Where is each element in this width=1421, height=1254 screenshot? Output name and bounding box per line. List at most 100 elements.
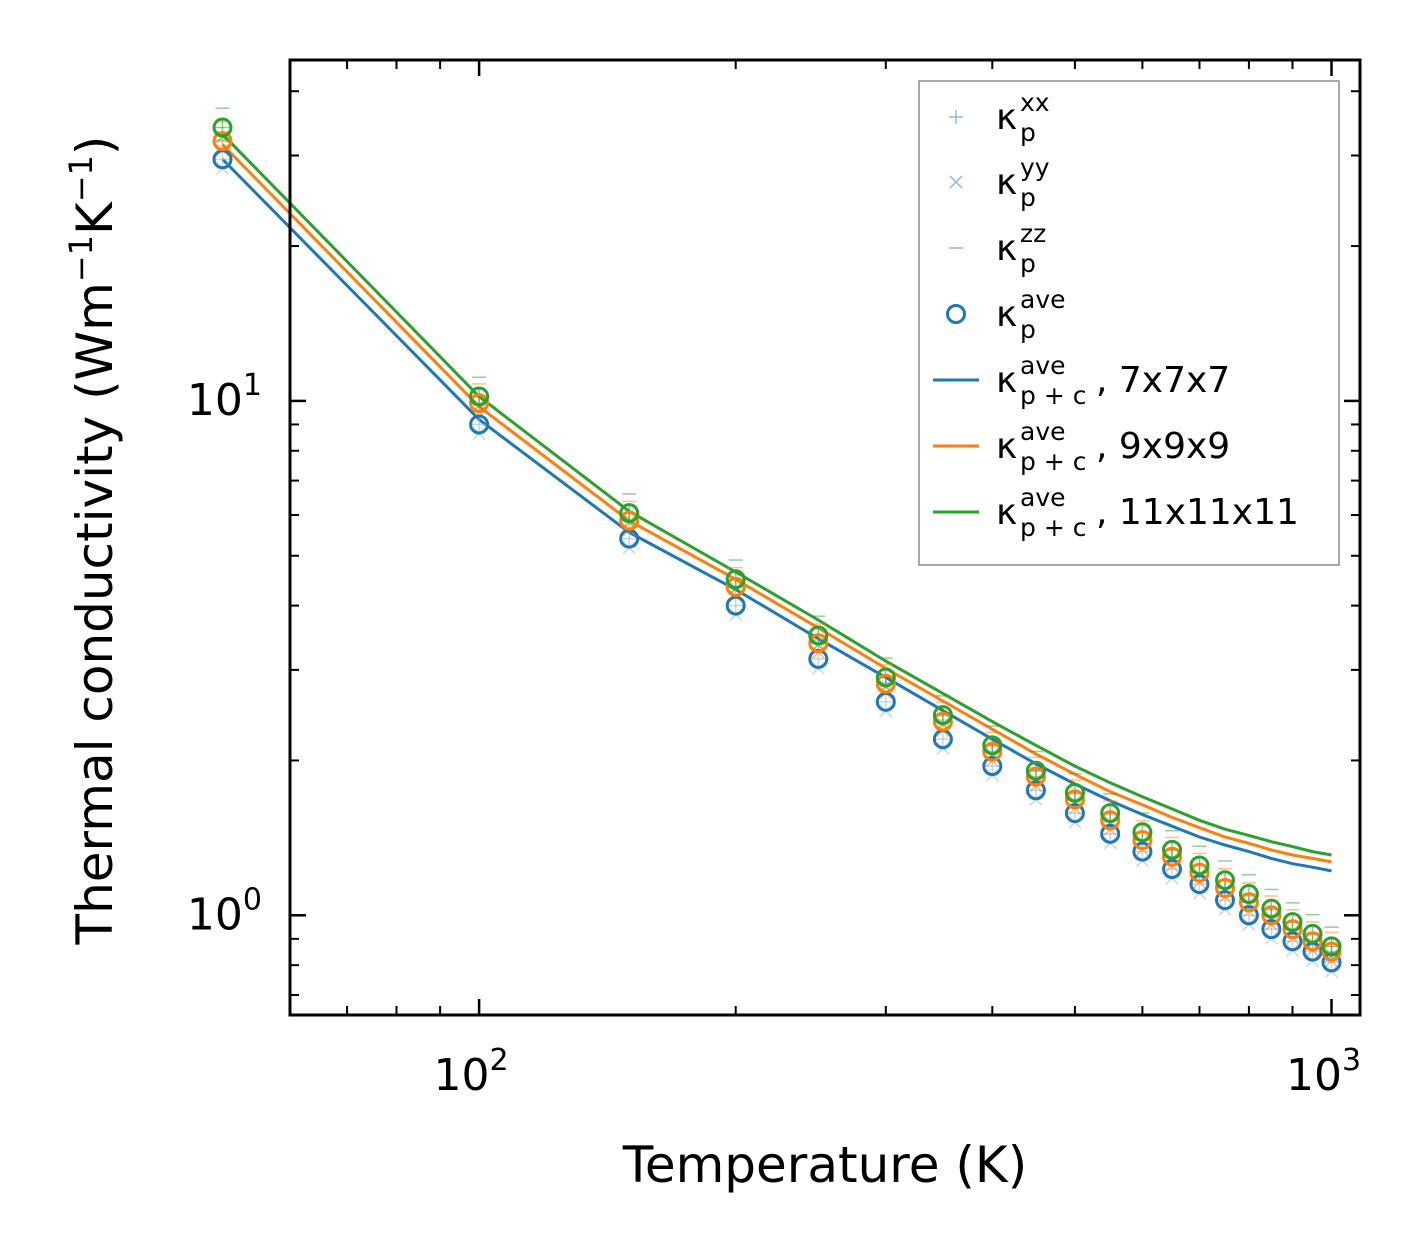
legend-superscript: ave: [1020, 417, 1066, 446]
marker-kave-9x9x9: [1162, 846, 1183, 867]
marker-kave-11x11x11: [1302, 923, 1323, 944]
legend-entry-1: κ yyp: [949, 153, 1050, 212]
legend-handle-cross: [949, 175, 963, 189]
legend-superscript: yy: [1020, 153, 1050, 182]
marker-kave-11x11x11: [1282, 912, 1303, 933]
x-tick-base: 10: [1286, 1050, 1342, 1101]
x-tick-exponent: 3: [1342, 1043, 1361, 1078]
marker-kave-9x9x9: [1238, 892, 1259, 913]
legend-suffix: , 7x7x7: [1096, 360, 1230, 401]
x-tick-base: 10: [434, 1050, 490, 1101]
legend-superscript: xx: [1020, 88, 1050, 117]
marker-kave-9x9x9: [1302, 931, 1323, 952]
series-line-9x9x9: [221, 143, 1332, 864]
marker-kave-7x7x7: [1282, 931, 1303, 952]
legend-label: κ: [996, 228, 1017, 269]
marker-kave-9x9x9: [932, 711, 953, 732]
marker-kave-7x7x7: [469, 414, 490, 435]
y-tick-label: 101: [187, 368, 262, 426]
marker-kave-9x9x9: [1261, 905, 1282, 926]
marker-kave-7x7x7: [1064, 803, 1085, 824]
legend-subscript: p: [1020, 118, 1036, 147]
marker-kave-7x7x7: [725, 595, 746, 616]
marker-kave-11x11x11: [808, 625, 829, 646]
legend-superscript: ave: [1020, 351, 1066, 380]
legend-suffix: , 11x11x11: [1096, 492, 1299, 533]
marker-kave-11x11x11: [1100, 803, 1121, 824]
marker-kave-9x9x9: [1215, 877, 1236, 898]
marker-kave-7x7x7: [1132, 841, 1153, 862]
marker-kave-11x11x11: [875, 667, 896, 688]
data-layer: [212, 107, 1342, 979]
marker-kave-11x11x11: [1162, 839, 1183, 860]
legend-subscript: p: [1020, 315, 1036, 344]
marker-kave-11x11x11: [1025, 760, 1046, 781]
legend-label: κ: [996, 426, 1017, 467]
y-tick-base: 10: [187, 375, 243, 426]
marker-kave-11x11x11: [619, 503, 640, 524]
marker-kave-7x7x7: [1189, 874, 1210, 895]
marker-kave-11x11x11: [1215, 870, 1236, 891]
legend-subscript: p: [1020, 183, 1036, 212]
marker-kave-9x9x9: [1132, 830, 1153, 851]
y-tick-exponent: 1: [243, 368, 262, 403]
y-axis-title-end: ): [66, 136, 124, 156]
legend-subscript: p + c: [1020, 447, 1086, 476]
legend-kappa: κ: [996, 228, 1017, 269]
marker-kave-11x11x11: [1132, 822, 1153, 843]
legend-label: κ: [996, 492, 1017, 533]
marker-kave-11x11x11: [212, 117, 233, 138]
marker-kave-11x11x11: [1261, 898, 1282, 919]
marker-kave-7x7x7: [982, 756, 1003, 777]
y-axis-title-mid: K: [66, 201, 124, 235]
legend-label: κ: [996, 360, 1017, 401]
series-line-11x11x11: [221, 133, 1332, 857]
marker-kave-9x9x9: [212, 131, 233, 152]
y-axis-title-main: Thermal conductivity (Wm: [66, 282, 124, 945]
marker-kave-11x11x11: [725, 569, 746, 590]
legend-entry-0: κ xxp: [949, 88, 1050, 147]
marker-kave-7x7x7: [1162, 859, 1183, 880]
marker-kave-7x7x7: [1238, 905, 1259, 926]
marker-kave-9x9x9: [619, 510, 640, 531]
marker-kave-9x9x9: [1282, 919, 1303, 940]
y-axis-title-exp1: −1: [62, 235, 100, 282]
marker-kave-11x11x11: [932, 705, 953, 726]
marker-kave-9x9x9: [1189, 862, 1210, 883]
marker-kave-7x7x7: [1261, 919, 1282, 940]
marker-kave-9x9x9: [982, 741, 1003, 762]
legend-label: κ: [996, 162, 1017, 203]
legend-superscript: zz: [1020, 219, 1046, 248]
marker-kave-11x11x11: [1189, 855, 1210, 876]
legend-label: κ: [996, 97, 1017, 138]
plot-area-frame: [288, 58, 1362, 1017]
x-axis-title: Temperature (K): [622, 1136, 1027, 1194]
x-tick-label: 102: [434, 1043, 509, 1101]
legend-frame: [918, 80, 1340, 566]
marker-kave-9x9x9: [1025, 766, 1046, 787]
marker-kave-7x7x7: [1215, 890, 1236, 911]
legend-label: κ: [996, 294, 1017, 335]
x-tick-label: 103: [1286, 1043, 1361, 1101]
legend-suffix: , 9x9x9: [1096, 426, 1230, 467]
marker-kave-11x11x11: [469, 386, 490, 407]
legend-kappa: κ: [996, 162, 1017, 203]
legend-kappa: κ: [996, 360, 1017, 401]
marker-kave-11x11x11: [1064, 782, 1085, 803]
marker-kave-7x7x7: [1025, 780, 1046, 801]
marker-kave-9x9x9: [875, 673, 896, 694]
legend-kappa: κ: [996, 492, 1017, 533]
x-tick-exponent: 2: [490, 1043, 509, 1078]
legend-entry-2: κ zzp: [949, 219, 1046, 278]
marker-kave-9x9x9: [469, 393, 490, 414]
legend-kappa: κ: [996, 294, 1017, 335]
legend-subscript: p + c: [1020, 513, 1086, 542]
marker-kave-9x9x9: [725, 576, 746, 597]
legend-subscript: p: [1020, 249, 1036, 278]
marker-kave-11x11x11: [1238, 884, 1259, 905]
